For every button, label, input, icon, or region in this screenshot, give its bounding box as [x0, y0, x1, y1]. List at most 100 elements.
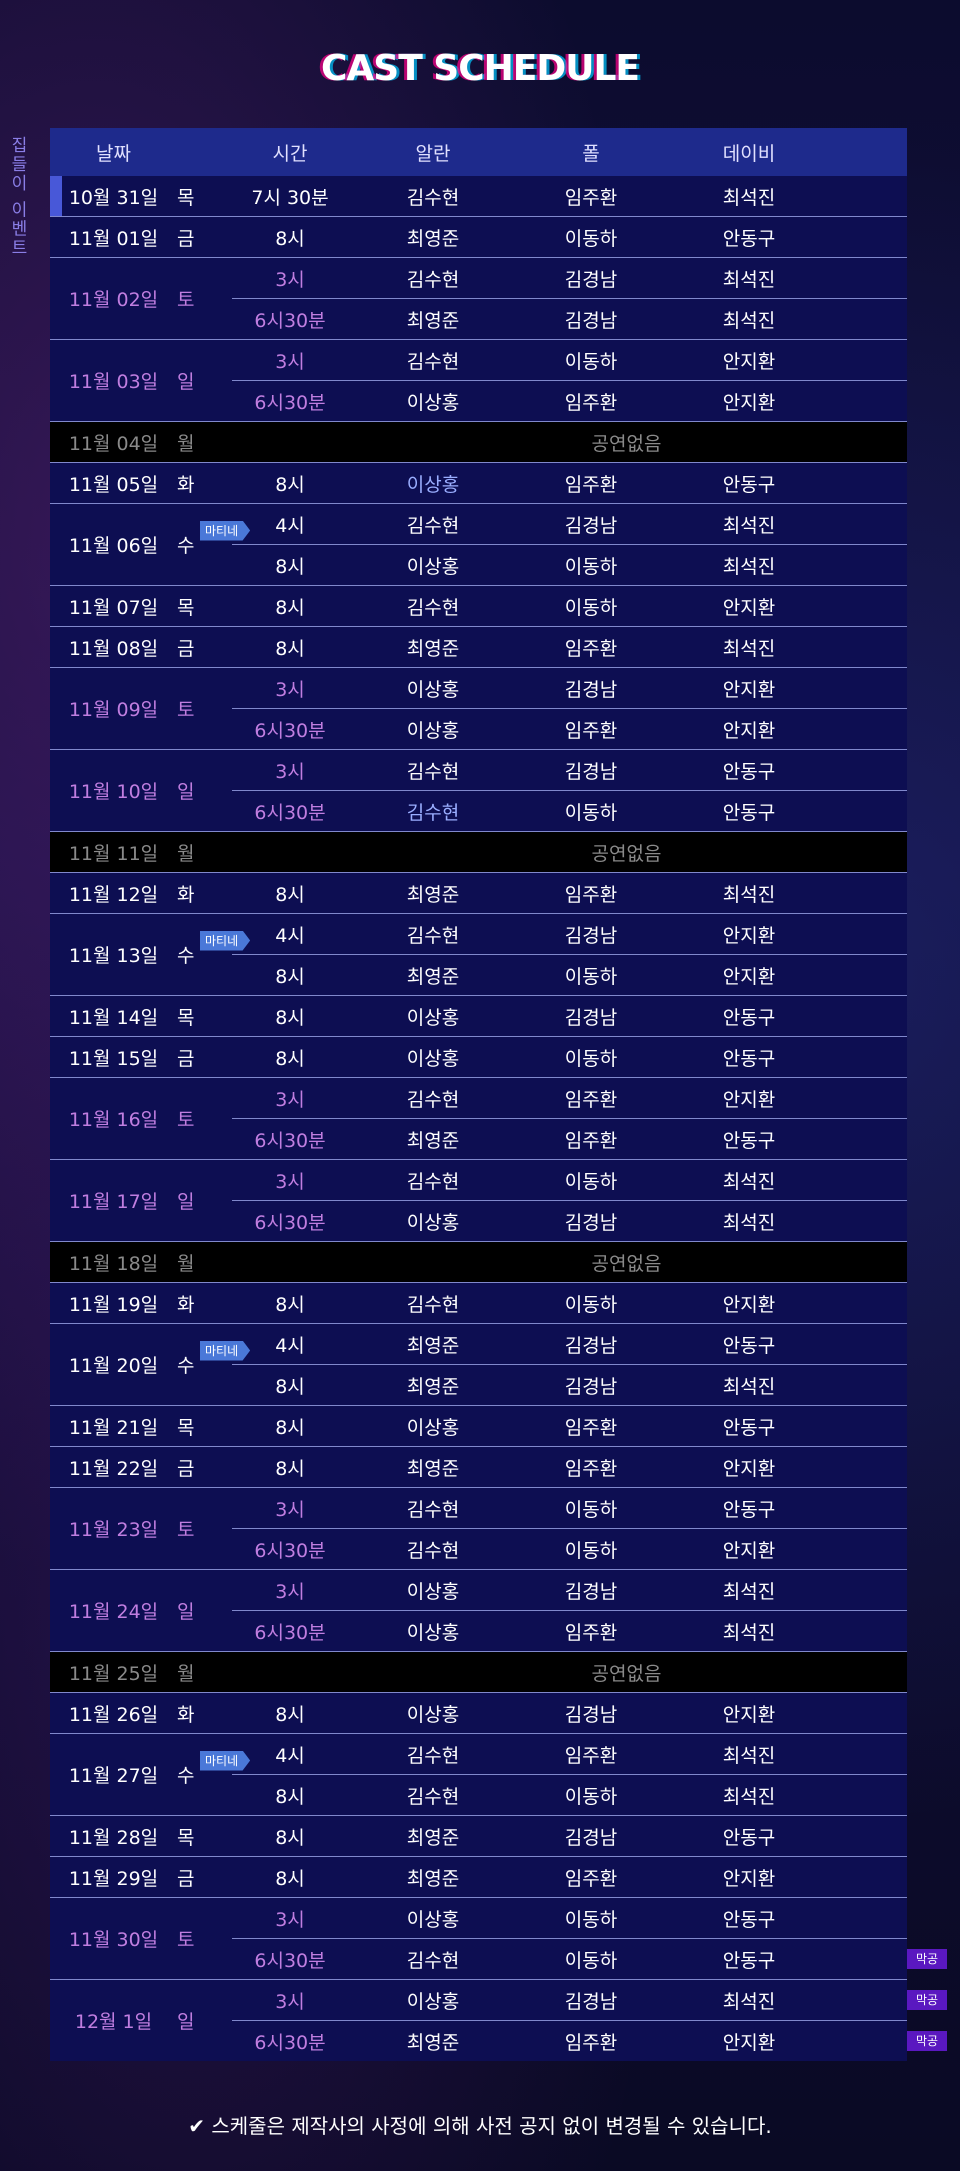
slot-time-text: 3시 — [275, 678, 305, 701]
row-date: 11월 18일 — [68, 1252, 159, 1275]
cast-paul: 임주환 — [564, 1867, 618, 1890]
cast-alan: 김수현 — [406, 1088, 460, 1111]
table-row: 11월 01일 금 8시 최영준 이동하 안동구 — [50, 216, 907, 257]
row-date: 11월 21일 — [68, 1416, 159, 1439]
cast-alan: 김수현 — [406, 1744, 460, 1767]
cast-alan: 김수현 — [406, 186, 460, 209]
cast-davey: 최석진 — [722, 883, 776, 906]
row-slots: 8시 최영준 임주환 안지환 — [226, 1447, 907, 1487]
table-row: 11월 20일 수 마티네 4시 최영준 김경남 안동구 8시 최영준 김경남 최석진 — [50, 1323, 907, 1405]
show-slot: 3시 김수현 이동하 안동구 — [226, 1488, 907, 1528]
row-day-of-week: 목 — [177, 596, 195, 619]
cast-alan: 최영준 — [406, 637, 460, 660]
row-date: 11월 01일 — [68, 227, 159, 250]
show-slot: 3시 이상홍 김경남 최석진 막공 — [226, 1980, 947, 2020]
cast-davey: 안동구 — [722, 1416, 776, 1439]
cast-davey: 안동구 — [722, 1047, 776, 1070]
cast-paul: 임주환 — [564, 1621, 618, 1644]
cast-davey: 최석진 — [722, 1580, 776, 1603]
row-day-of-week: 수 — [177, 1355, 195, 1377]
cast-davey: 안동구 — [722, 1826, 776, 1849]
table-row: 11월 21일 목 8시 이상홍 임주환 안동구 — [50, 1405, 907, 1446]
slot-time-text: 6시30분 — [254, 719, 326, 742]
show-slot: 8시 이상홍 임주환 안동구 — [226, 463, 907, 503]
no-show-label: 공연없음 — [591, 432, 662, 455]
row-date: 11월 12일 — [68, 883, 159, 906]
show-slot: 8시 김수현 이동하 안지환 — [226, 586, 907, 626]
cast-paul: 이동하 — [564, 965, 618, 988]
cast-davey: 최석진 — [722, 514, 776, 537]
cast-alan: 최영준 — [406, 1867, 460, 1890]
slot-time-text: 6시30분 — [254, 1211, 326, 1234]
cast-alan: 김수현 — [406, 514, 460, 537]
table-row: 11월 15일 금 8시 이상홍 이동하 안동구 — [50, 1036, 907, 1077]
row-date: 11월 04일 — [68, 432, 159, 455]
slot-time: 8시 — [226, 470, 354, 497]
table-row: 11월 29일 금 8시 최영준 임주환 안지환 — [50, 1856, 907, 1897]
row-date: 11월 05일 — [68, 473, 159, 496]
row-date: 11월 24일 — [68, 1601, 159, 1623]
row-slots: 마티네 4시 최영준 김경남 안동구 8시 최영준 김경남 최석진 — [200, 1324, 907, 1405]
row-slots: 8시 최영준 임주환 안지환 — [226, 1857, 907, 1897]
table-row: 11월 11일 월 공연없음 — [50, 831, 907, 872]
slot-time: 마티네 4시 — [200, 921, 354, 951]
cast-davey: 안지환 — [722, 391, 776, 414]
row-date: 10월 31일 — [68, 186, 159, 209]
last-show-badge: 막공 — [907, 1949, 947, 1969]
row-date: 11월 16일 — [68, 1109, 159, 1131]
show-slot: 8시 최영준 임주환 최석진 — [226, 873, 907, 913]
show-slot: 8시 이상홍 김경남 안지환 — [226, 1693, 907, 1733]
no-show-label: 공연없음 — [591, 1252, 662, 1275]
row-day-of-week: 금 — [177, 637, 195, 660]
row-date: 11월 20일 — [68, 1355, 159, 1377]
row-slots: 8시 이상홍 김경남 안동구 — [226, 996, 907, 1036]
cast-alan: 김수현 — [406, 350, 460, 373]
matinee-badge: 마티네 — [200, 1750, 251, 1771]
slot-time-text: 8시 — [275, 596, 305, 619]
cast-paul: 김경남 — [564, 1580, 618, 1603]
cast-paul: 김경남 — [564, 1703, 618, 1726]
show-slot: 6시30분 김수현 이동하 안동구 막공 — [232, 1938, 947, 1979]
cast-alan: 김수현 — [406, 1170, 460, 1193]
cast-davey: 안동구 — [722, 760, 776, 783]
slot-time: 7시 30분 — [226, 183, 354, 210]
cast-paul: 이동하 — [564, 1047, 618, 1070]
slot-time: 6시30분 — [226, 1946, 354, 1973]
row-day-of-week: 수 — [177, 1765, 195, 1787]
row-slots: 3시 김수현 이동하 안동구 6시30분 김수현 이동하 안지환 — [226, 1488, 907, 1569]
cast-davey: 안동구 — [722, 801, 776, 824]
row-date: 11월 13일 — [68, 945, 159, 967]
table-row: 11월 10일 일 3시 김수현 김경남 안동구 6시30분 김수현 이동하 안동구 — [50, 749, 907, 831]
cast-paul: 김경남 — [564, 1826, 618, 1849]
cast-paul: 김경남 — [564, 514, 618, 537]
cast-alan: 이상홍 — [406, 1211, 460, 1234]
slot-time-text: 4시 — [275, 514, 305, 537]
slot-time-text: 3시 — [275, 1990, 305, 2013]
row-slots: 8시 최영준 임주환 최석진 — [226, 627, 907, 667]
row-date: 11월 09일 — [68, 699, 159, 721]
slot-time: 6시30분 — [226, 2028, 354, 2055]
header-davey: 데이비 — [722, 142, 776, 165]
row-slots: 3시 김수현 김경남 안동구 6시30분 김수현 이동하 안동구 — [226, 750, 907, 831]
slot-time-text: 3시 — [275, 350, 305, 373]
show-slot: 마티네 4시 김수현 김경남 안지환 — [200, 914, 907, 954]
show-slot: 6시30분 이상홍 임주환 안지환 — [232, 380, 907, 421]
cast-davey: 최석진 — [722, 555, 776, 578]
cast-davey: 안지환 — [722, 1088, 776, 1111]
table-row: 11월 09일 토 3시 이상홍 김경남 안지환 6시30분 이상홍 임주환 안지환 — [50, 667, 907, 749]
show-slot: 3시 김수현 김경남 최석진 — [226, 258, 907, 298]
cast-davey: 안동구 — [722, 1334, 776, 1357]
table-row: 11월 23일 토 3시 김수현 이동하 안동구 6시30분 김수현 이동하 안지환 — [50, 1487, 907, 1569]
show-slot: 3시 김수현 이동하 최석진 — [226, 1160, 907, 1200]
cast-alan: 최영준 — [406, 1129, 460, 1152]
row-day-of-week: 일 — [177, 1601, 195, 1623]
table-row: 11월 19일 화 8시 김수현 이동하 안지환 — [50, 1282, 907, 1323]
cast-paul: 임주환 — [564, 719, 618, 742]
row-slots: 8시 이상홍 김경남 안지환 — [226, 1693, 907, 1733]
cast-alan: 최영준 — [406, 965, 460, 988]
cast-paul: 임주환 — [564, 1129, 618, 1152]
slot-time: 3시 — [226, 1987, 354, 2014]
side-event-label[interactable]: 집들이 이벤트 — [7, 136, 27, 258]
slot-time: 8시 — [226, 1372, 354, 1399]
row-day-of-week: 월 — [177, 1252, 195, 1275]
